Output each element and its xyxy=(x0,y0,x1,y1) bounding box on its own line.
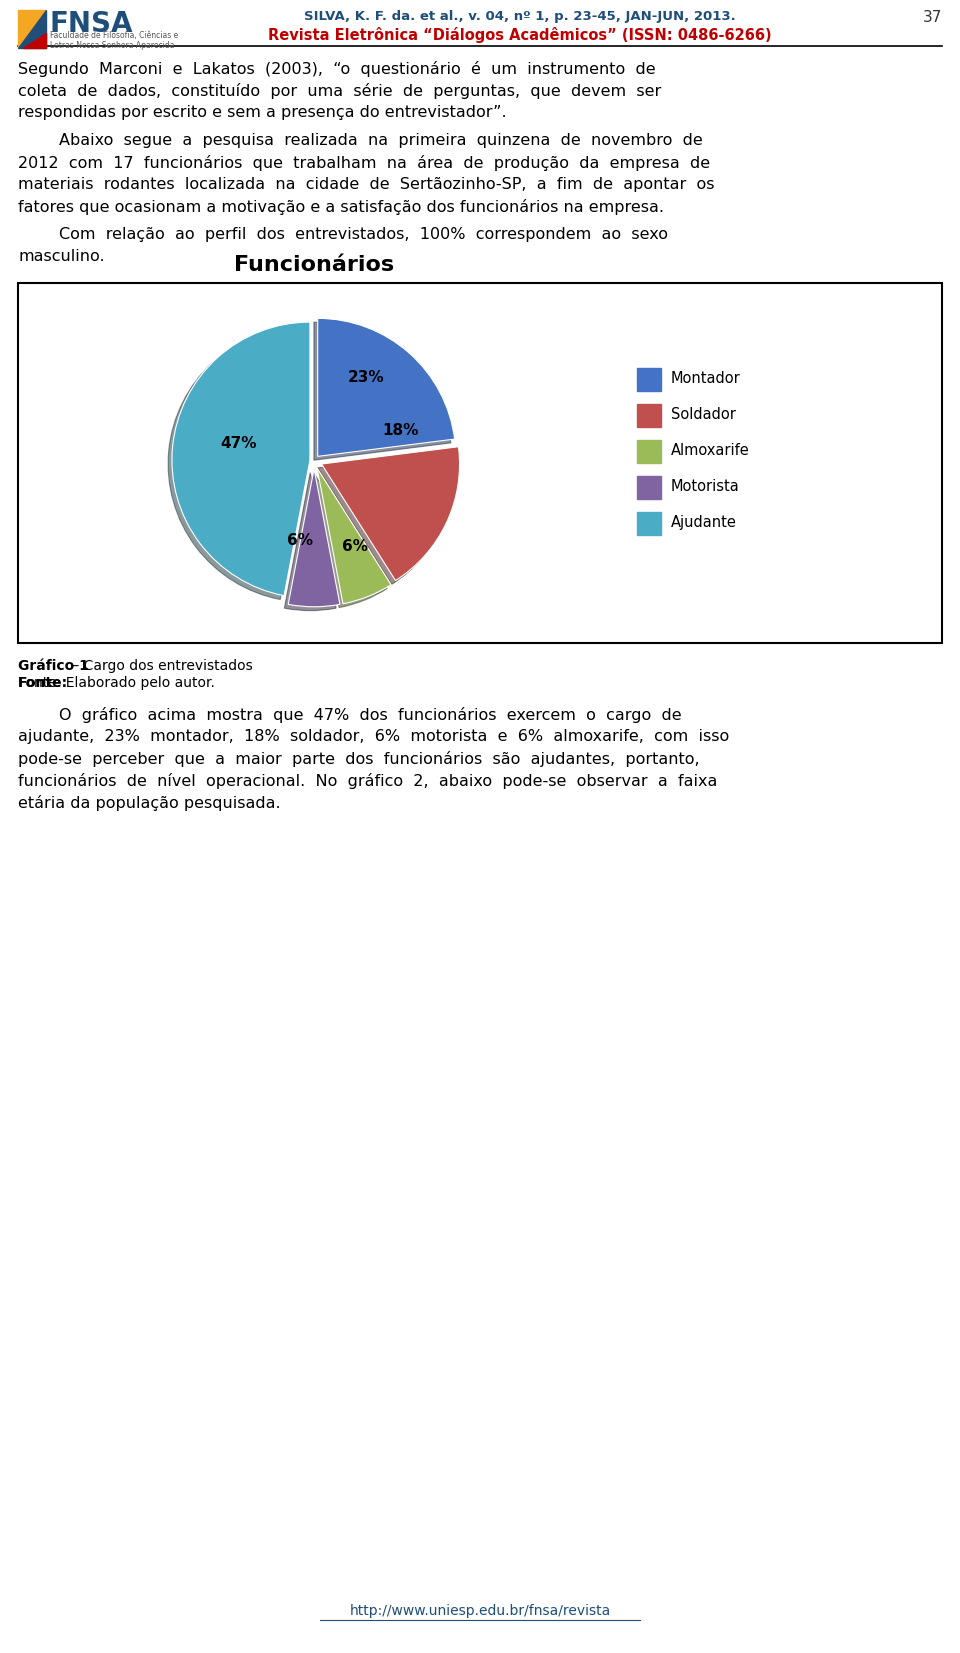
Bar xyxy=(637,367,660,392)
Wedge shape xyxy=(288,469,340,607)
Polygon shape xyxy=(18,10,46,48)
Polygon shape xyxy=(23,33,46,48)
Text: ajudante,  23%  montador,  18%  soldador,  6%  motorista  e  6%  almoxarife,  co: ajudante, 23% montador, 18% soldador, 6%… xyxy=(18,729,730,744)
Text: Soldador: Soldador xyxy=(671,407,736,422)
Text: Fonte:: Fonte: xyxy=(18,676,68,689)
Text: pode-se  perceber  que  a  maior  parte  dos  funcionários  são  ajudantes,  por: pode-se perceber que a maior parte dos f… xyxy=(18,750,700,767)
Text: etária da população pesquisada.: etária da população pesquisada. xyxy=(18,795,280,812)
Bar xyxy=(637,511,660,536)
Text: Almoxarife: Almoxarife xyxy=(671,443,750,458)
Text: – Cargo dos entrevistados: – Cargo dos entrevistados xyxy=(68,660,252,673)
Text: 6%: 6% xyxy=(287,532,313,549)
Wedge shape xyxy=(317,468,391,603)
Text: 37: 37 xyxy=(923,10,942,25)
Wedge shape xyxy=(172,322,310,595)
Text: Revista Eletrônica “Diálogos Acadêmicos” (ISSN: 0486-6266): Revista Eletrônica “Diálogos Acadêmicos”… xyxy=(268,26,772,43)
Text: Gráfico 1: Gráfico 1 xyxy=(18,660,89,673)
Text: 18%: 18% xyxy=(383,423,420,438)
Bar xyxy=(637,403,660,426)
Title: Funcionários: Funcionários xyxy=(234,255,395,276)
Text: Motorista: Motorista xyxy=(671,479,740,494)
Text: coleta  de  dados,  constituído  por  uma  série  de  perguntas,  que  devem  se: coleta de dados, constituído por uma sér… xyxy=(18,83,661,99)
Text: Ajudante: Ajudante xyxy=(671,514,737,531)
Text: funcionários  de  nível  operacional.  No  gráfico  2,  abaixo  pode-se  observa: funcionários de nível operacional. No gr… xyxy=(18,774,717,788)
Bar xyxy=(637,476,660,499)
Text: FNSA: FNSA xyxy=(50,10,133,38)
Text: 2012  com  17  funcionários  que  trabalham  na  área  de  produção  da  empresa: 2012 com 17 funcionários que trabalham n… xyxy=(18,155,710,170)
FancyBboxPatch shape xyxy=(18,283,942,643)
Bar xyxy=(637,440,660,463)
Text: 6%: 6% xyxy=(343,539,369,554)
Text: 47%: 47% xyxy=(220,436,256,451)
Text: masculino.: masculino. xyxy=(18,250,105,264)
Wedge shape xyxy=(322,446,460,580)
Text: fatores que ocasionam a motivação e a satisfação dos funcionários na empresa.: fatores que ocasionam a motivação e a sa… xyxy=(18,198,664,215)
Polygon shape xyxy=(18,10,46,48)
Text: SILVA, K. F. da. et al., v. 04, nº 1, p. 23-45, JAN-JUN, 2013.: SILVA, K. F. da. et al., v. 04, nº 1, p.… xyxy=(304,10,736,23)
Text: Montador: Montador xyxy=(671,370,741,385)
Wedge shape xyxy=(318,319,455,456)
Text: 23%: 23% xyxy=(348,370,385,385)
Text: Faculdade de Filosofia, Ciências e
Letras Nossa Senhora Aparecida: Faculdade de Filosofia, Ciências e Letra… xyxy=(50,31,179,50)
Text: http://www.uniesp.edu.br/fnsa/revista: http://www.uniesp.edu.br/fnsa/revista xyxy=(349,1603,611,1618)
Text: Segundo  Marconi  e  Lakatos  (2003),  “o  questionário  é  um  instrumento  de: Segundo Marconi e Lakatos (2003), “o que… xyxy=(18,61,656,78)
Text: materiais  rodantes  localizada  na  cidade  de  Sertãozinho-SP,  a  fim  de  ap: materiais rodantes localizada na cidade … xyxy=(18,177,714,192)
Text: Fonte: Elaborado pelo autor.: Fonte: Elaborado pelo autor. xyxy=(18,676,215,689)
Text: O  gráfico  acima  mostra  que  47%  dos  funcionários  exercem  o  cargo  de: O gráfico acima mostra que 47% dos funci… xyxy=(18,707,682,722)
Text: respondidas por escrito e sem a presença do entrevistador”.: respondidas por escrito e sem a presença… xyxy=(18,106,507,121)
Text: Com  relação  ao  perfil  dos  entrevistados,  100%  correspondem  ao  sexo: Com relação ao perfil dos entrevistados,… xyxy=(18,226,668,241)
Text: Abaixo  segue  a  pesquisa  realizada  na  primeira  quinzena  de  novembro  de: Abaixo segue a pesquisa realizada na pri… xyxy=(18,132,703,149)
